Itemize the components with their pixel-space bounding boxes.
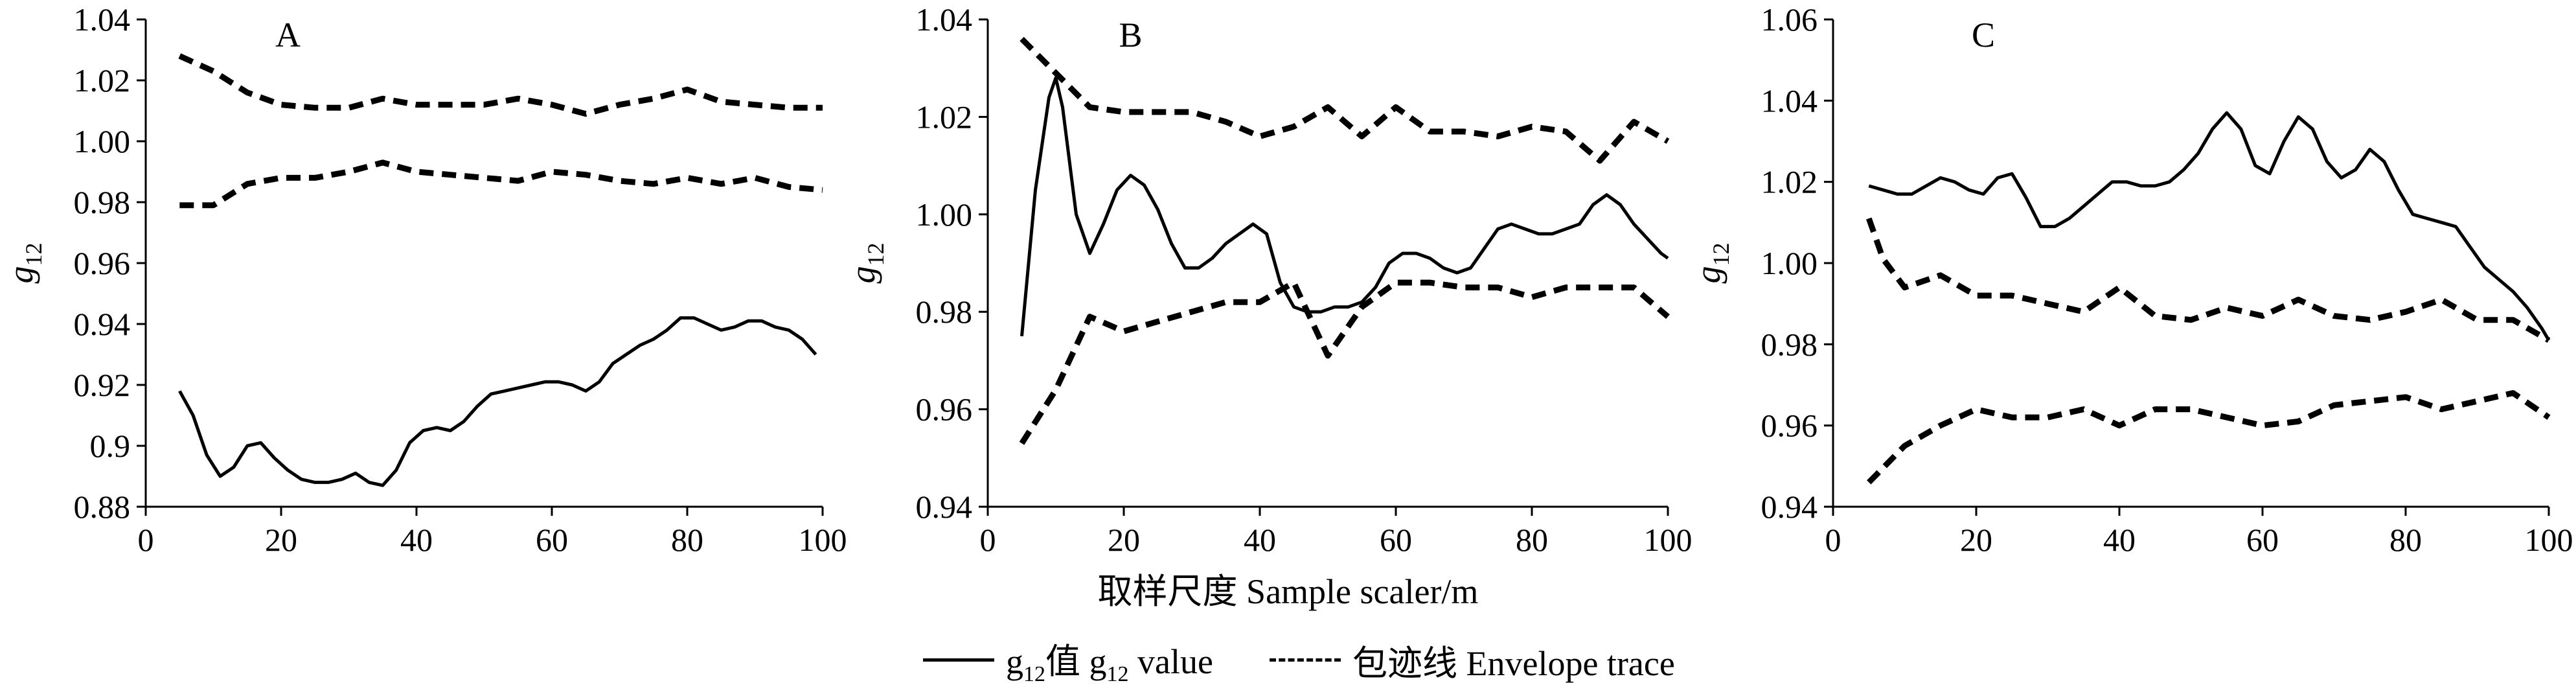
y-axis-label: g12 [1689, 243, 1734, 284]
x-tick-label: 20 [265, 522, 297, 558]
g12-value-line [1868, 111, 2551, 341]
legend: g12值 g12 value 包迹线 Envelope trace [0, 634, 2576, 686]
y-tick-label: 1.04 [916, 1, 973, 38]
y-tick-label: 1.00 [916, 196, 973, 233]
y-tick-label: 0.98 [1761, 326, 1818, 362]
x-tick-label: 60 [536, 522, 568, 558]
envelope-trace-line [1866, 217, 2551, 343]
y-tick-label: 0.96 [1761, 408, 1818, 444]
y-tick-label: 0.94 [74, 306, 131, 342]
x-tick-label: 0 [980, 522, 996, 558]
x-tick-label: 40 [2103, 522, 2136, 558]
x-tick-label: 40 [1244, 522, 1276, 558]
chart-panel-C: 0.94 0.96 0.98 1.00 1.02 1.04 1.06 0 20 40 60 80 100… [1689, 1, 2573, 558]
y-tick-label: 0.88 [74, 489, 131, 525]
y-tick-label: 1.00 [1761, 245, 1818, 281]
x-tick-label: 80 [2389, 522, 2422, 558]
y-tick-label: 0.96 [916, 391, 973, 428]
y-tick-label: 1.02 [74, 62, 131, 98]
y-axis-label: g12 [1, 243, 47, 284]
chart-panel-B: 0.94 0.96 0.98 1.00 1.02 1.04 0 20 40 60 80 100 g12 B [843, 1, 1693, 558]
y-tick-label: 1.04 [1761, 82, 1818, 119]
chart-panel-A: 0.88 0.9 0.92 0.94 0.96 0.98 1.00 1.02 1.04 0 20 40… [1, 1, 847, 558]
legend-item-dashed: 包迹线 Envelope trace [1270, 634, 1675, 686]
x-tick-label: 0 [1825, 522, 1841, 558]
g12-value-line [1020, 76, 1669, 337]
legend-label-solid: g12值 g12 value [1006, 642, 1213, 686]
legend-label-dashed: 包迹线 Envelope trace [1352, 643, 1675, 683]
y-tick-label: 1.02 [1761, 164, 1818, 200]
panel-label: B [1119, 16, 1142, 54]
y-axis-label: g12 [843, 243, 889, 284]
x-tick-label: 100 [1644, 522, 1693, 558]
x-tick-label: 20 [1108, 522, 1140, 558]
panel-label: C [1972, 16, 1995, 54]
y-tick-label: 0.96 [74, 245, 131, 281]
y-tick-label: 1.00 [74, 123, 131, 159]
x-tick-label: 60 [1380, 522, 1412, 558]
y-tick-label: 0.98 [916, 294, 973, 330]
x-tick-label: 80 [1516, 522, 1548, 558]
panel-label: A [275, 16, 301, 54]
x-tick-label: 60 [2246, 522, 2279, 558]
envelope-trace-line [1020, 36, 1670, 164]
y-tick-label: 0.94 [1761, 489, 1818, 525]
shared-x-axis-label: 取样尺度 Sample scaler/m [1097, 572, 1479, 611]
legend-swatch-dashed [1270, 658, 1341, 662]
envelope-trace-line [1019, 279, 1670, 445]
x-tick-label: 100 [2525, 522, 2573, 558]
x-tick-label: 20 [1960, 522, 1992, 558]
x-tick-label: 0 [138, 522, 154, 558]
x-tick-label: 80 [671, 522, 703, 558]
y-tick-label: 0.92 [74, 367, 131, 403]
envelope-trace-line [179, 159, 823, 209]
y-tick-label: 1.06 [1761, 1, 1818, 38]
g12-value-line [178, 316, 817, 487]
legend-swatch-solid [923, 658, 994, 662]
y-tick-label: 0.98 [74, 184, 131, 220]
y-tick-label: 0.94 [916, 489, 973, 525]
y-tick-label: 0.9 [90, 428, 131, 464]
legend-item-solid: g12值 g12 value [923, 634, 1213, 686]
y-tick-label: 1.04 [74, 1, 131, 38]
x-tick-label: 100 [799, 522, 847, 558]
envelope-trace-line [1867, 390, 2551, 485]
envelope-trace-line [178, 53, 823, 117]
y-tick-label: 1.02 [916, 98, 973, 135]
x-tick-label: 40 [400, 522, 433, 558]
